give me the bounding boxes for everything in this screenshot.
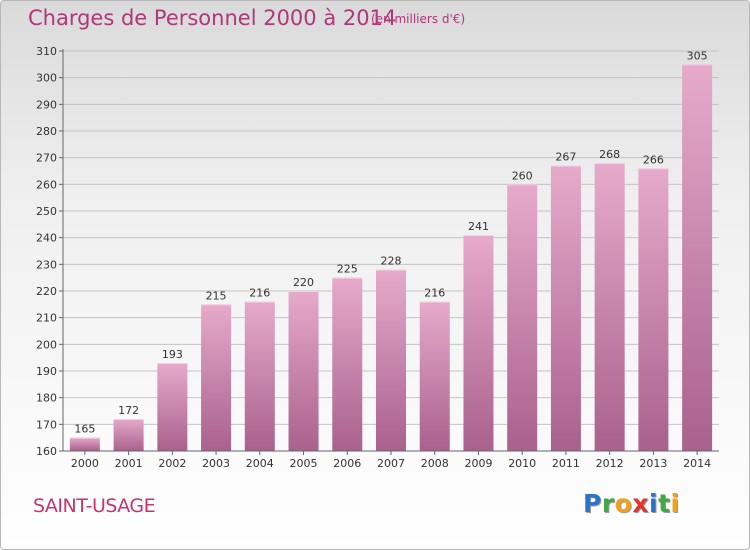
y-tick-label: 240 [36,232,57,245]
data-label: 305 [687,49,708,62]
x-tick-label: 2009 [464,457,492,470]
x-tick-label: 2014 [683,457,711,470]
bar-2009 [463,235,494,451]
y-tick-label: 250 [36,205,57,218]
data-label: 193 [162,348,183,361]
data-labels: 165 172 193 215 216 220 225 228 216 241 260 267 268 2… [74,49,707,435]
bar-2005 [288,291,319,451]
x-tick-label: 2001 [115,457,143,470]
proxiti-logo: Proxiti [583,489,680,518]
x-tick-label: 2006 [333,457,361,470]
bar-2013 [638,168,669,452]
bar-2008 [419,301,450,451]
y-tick-label: 220 [36,285,57,298]
y-tick-label: 210 [36,312,57,325]
y-tick-label: 180 [36,392,57,405]
logo-letter: t [658,489,671,518]
x-tick-label: 2005 [290,457,318,470]
bar-2014 [682,64,713,452]
x-tick-label: 2004 [246,457,274,470]
x-tick-label: 2008 [421,457,449,470]
x-tick-label: 2002 [158,457,186,470]
data-label: 228 [381,255,402,268]
x-tick-label: 2013 [639,457,667,470]
y-tick-label: 170 [36,418,57,431]
x-tick-label: 2010 [508,457,536,470]
y-tick-label: 260 [36,178,57,191]
axes: 160 170 180 190 200 210 220 230 240 250 260 270 280 2… [36,45,719,470]
data-label: 216 [424,287,445,300]
chart-subtitle: (en milliers d'€) [371,12,466,26]
data-label: 266 [643,153,664,166]
x-tick-label: 2000 [71,457,99,470]
bar-2007 [376,269,406,451]
y-tick-label: 160 [36,445,57,458]
commune-name: SAINT-USAGE [33,495,156,517]
bar-2011 [550,165,581,451]
y-tick-label: 300 [36,72,57,85]
bar-2002 [157,363,188,451]
y-tick-label: 290 [36,98,57,111]
data-label: 216 [249,287,270,300]
logo-letter: o [614,489,633,518]
x-tick-label: 2007 [377,457,405,470]
y-tick-label: 310 [36,45,57,58]
bars [69,64,713,452]
bar-2010 [507,184,538,452]
data-label: 220 [293,276,314,289]
y-tick-label: 230 [36,258,57,271]
logo-letter: P [583,489,602,518]
bar-2006 [332,277,363,451]
logo-letter: i [670,489,680,518]
x-tick-label: 2011 [552,457,580,470]
data-label: 165 [74,423,95,436]
data-label: 268 [599,148,620,161]
bar-2003 [201,304,232,451]
logo-letter: x [632,489,649,518]
data-label: 241 [468,220,489,233]
bar-2001 [113,419,144,451]
bar-2000 [69,437,100,451]
data-label: 260 [512,169,533,182]
bar-2012 [594,163,625,451]
y-tick-label: 190 [36,365,57,378]
x-tick-label: 2012 [596,457,624,470]
y-tick-label: 280 [36,125,57,138]
data-label: 172 [118,404,139,417]
y-tick-label: 200 [36,338,57,351]
data-label: 215 [206,289,227,302]
data-label: 267 [555,151,576,164]
x-tick-label: 2003 [202,457,230,470]
y-tick-label: 270 [36,152,57,165]
logo-letter: r [601,489,615,518]
bar-2004 [244,301,275,451]
logo-letter: i [649,489,659,518]
data-label: 225 [337,263,358,276]
chart-title: Charges de Personnel 2000 à 2014 [28,6,397,30]
